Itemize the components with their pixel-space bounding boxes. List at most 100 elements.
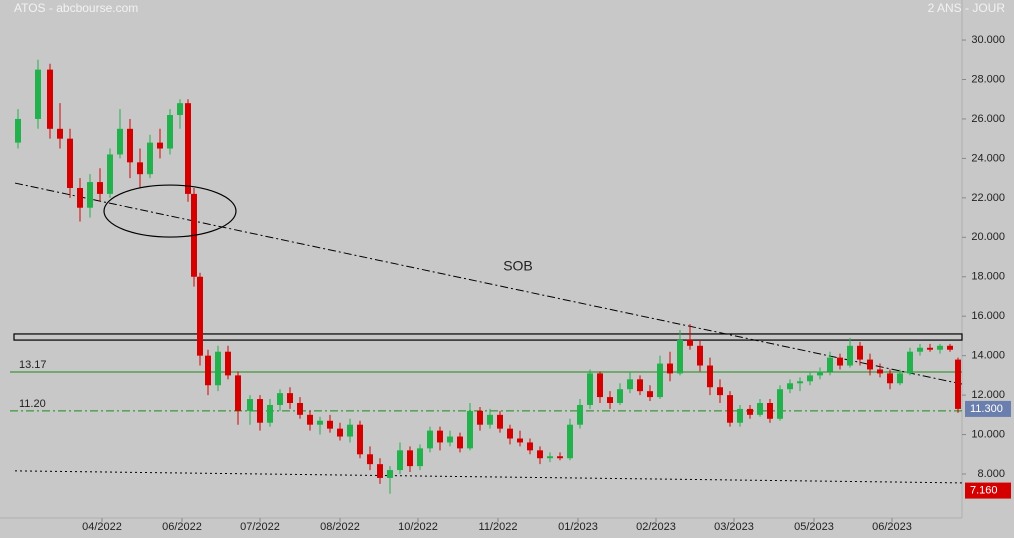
candle-body (57, 128, 63, 139)
candle-body (607, 397, 613, 403)
candle-body (387, 470, 393, 478)
candle-body (777, 389, 783, 419)
annotation-text: SOB (503, 258, 533, 274)
candle-body (507, 428, 513, 439)
candle-body (537, 450, 543, 459)
x-tick-label: 06/2022 (162, 521, 202, 533)
candle-body (757, 402, 763, 415)
y-tick-label: 26.000 (971, 113, 1005, 125)
chart-title: ATOS - abcbourse.com (14, 1, 138, 15)
candle-body (947, 345, 953, 350)
candle-body (477, 410, 483, 425)
candle-body (747, 408, 753, 415)
candle-body (867, 359, 873, 370)
candle-body (547, 456, 553, 459)
level-label: 11.20 (19, 398, 46, 410)
x-tick-label: 08/2022 (320, 521, 360, 533)
candle-body (427, 430, 433, 449)
candle-body (97, 182, 103, 194)
candle-body (697, 345, 703, 366)
candle-body (797, 381, 803, 384)
candle-body (367, 454, 373, 465)
candle-body (667, 363, 673, 374)
candle-body (327, 420, 333, 429)
candle-body (587, 373, 593, 405)
candle-body (117, 128, 123, 155)
y-tick-label: 22.000 (971, 192, 1005, 204)
resistance-zone (13, 333, 963, 341)
candle-body (47, 69, 53, 129)
candle-body (837, 357, 843, 366)
y-tick-label: 14.000 (971, 350, 1005, 362)
candle-body (235, 375, 241, 411)
candle-body (577, 404, 583, 425)
candle-body (717, 387, 723, 396)
candle-body (817, 371, 823, 376)
candle-body (137, 162, 143, 175)
candle-body (377, 464, 383, 478)
candle-body (197, 276, 203, 356)
candle-body (497, 414, 503, 429)
candle-body (657, 363, 663, 398)
candle-body (767, 402, 773, 419)
candle-body (937, 345, 943, 350)
x-tick-label: 11/2022 (479, 521, 518, 533)
x-tick-label: 07/2022 (240, 521, 280, 533)
candle-body (457, 436, 463, 449)
candle-body (597, 373, 603, 398)
candle-body (627, 379, 633, 390)
y-tick-label: 8.000 (977, 468, 1005, 480)
x-tick-label: 01/2023 (558, 521, 598, 533)
candle-body (277, 393, 283, 405)
candle-body (147, 142, 153, 175)
candle-body (225, 351, 231, 376)
candle-body (107, 154, 113, 194)
candle-body (617, 389, 623, 403)
candle-body (15, 118, 21, 143)
candle-body (927, 347, 933, 350)
candle-body (257, 399, 263, 423)
candle-body (317, 420, 323, 425)
candle-body (35, 69, 41, 119)
candle-body (87, 182, 93, 208)
y-tick-label: 20.000 (971, 231, 1005, 243)
x-tick-label: 05/2023 (794, 521, 834, 533)
x-tick-label: 04/2022 (82, 521, 122, 533)
candle-body (287, 393, 293, 403)
candle-body (437, 430, 443, 443)
candle-body (267, 404, 273, 423)
price-tag-label: 11.300 (970, 403, 1003, 415)
candle-body (827, 357, 833, 372)
candle-body (727, 395, 733, 423)
candle-body (877, 369, 883, 374)
candle-body (637, 379, 643, 392)
candle-body (407, 450, 413, 467)
candle-body (467, 410, 473, 449)
candle-body (557, 456, 563, 459)
price-tag (965, 482, 1011, 499)
y-tick-label: 10.000 (971, 428, 1005, 440)
candle-body (67, 138, 73, 188)
price-tag (965, 400, 1011, 417)
candle-body (955, 359, 961, 409)
candle-body (707, 365, 713, 388)
candle-body (687, 339, 693, 346)
candle-body (737, 408, 743, 423)
x-tick-label: 02/2023 (636, 521, 676, 533)
candle-body (447, 436, 453, 443)
x-tick-label: 03/2023 (714, 521, 754, 533)
candle-body (887, 373, 893, 384)
annotation-ellipse (103, 184, 237, 238)
candle-body (857, 345, 863, 360)
y-tick-label: 16.000 (971, 310, 1005, 322)
candle-body (487, 414, 493, 425)
candle-body (787, 383, 793, 390)
candle-body (677, 339, 683, 374)
candle-body (247, 399, 253, 411)
candle-body (177, 103, 183, 116)
candle-body (215, 351, 221, 386)
candle-body (127, 128, 133, 163)
candle-body (307, 414, 313, 425)
